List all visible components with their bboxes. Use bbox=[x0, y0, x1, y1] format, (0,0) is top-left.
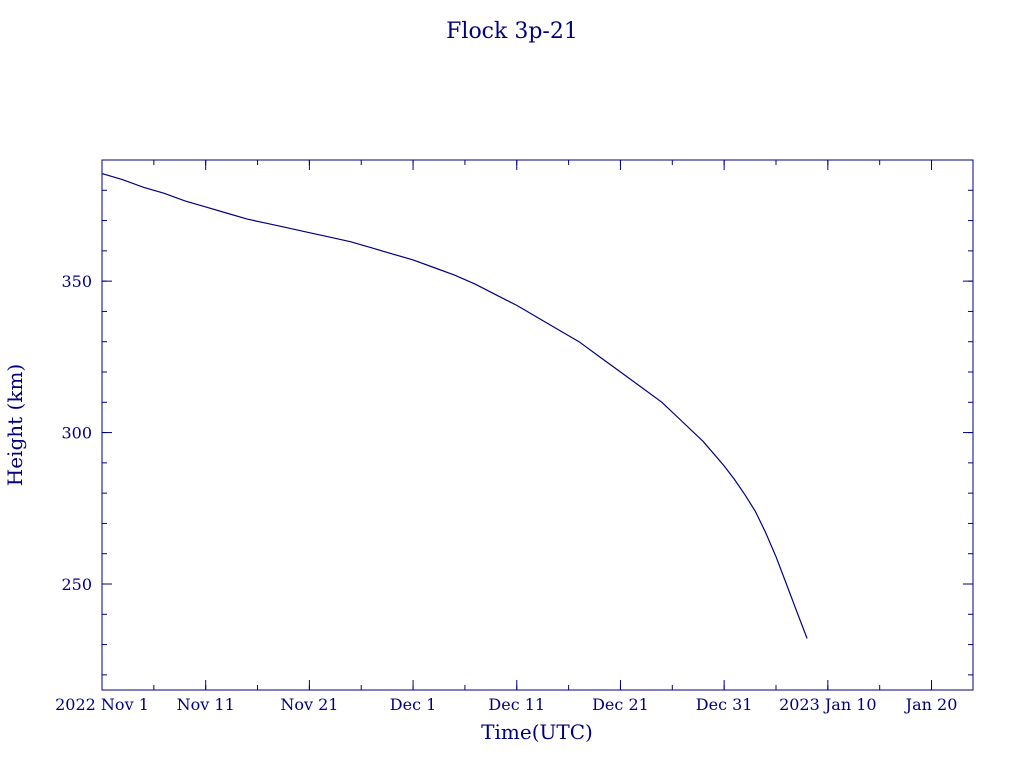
x-tick-label: 2023 Jan 10 bbox=[779, 695, 877, 714]
x-tick-label: Dec 1 bbox=[390, 695, 437, 714]
x-tick-label: Dec 11 bbox=[488, 695, 545, 714]
y-minor-ticks bbox=[102, 159, 973, 676]
x-tick-label: Dec 21 bbox=[592, 695, 649, 714]
y-tick-label: 250 bbox=[61, 575, 92, 594]
y-axis-label: Height (km) bbox=[3, 364, 27, 486]
chart-title: Flock 3p-21 bbox=[446, 19, 578, 44]
y-tick-label: 350 bbox=[61, 272, 92, 291]
x-tick-label: Dec 31 bbox=[696, 695, 753, 714]
x-axis-ticks: 2022 Nov 1 Nov 11 Nov 21 Dec 1 Dec 11 Dec 21 D… bbox=[55, 160, 957, 714]
x-tick-label: Nov 11 bbox=[177, 695, 235, 714]
x-axis-label: Time(UTC) bbox=[481, 720, 593, 744]
x-tick-label: Jan 20 bbox=[904, 695, 958, 714]
y-tick-label: 300 bbox=[61, 424, 92, 443]
plot-frame bbox=[101, 159, 974, 691]
height-series-line bbox=[101, 173, 808, 639]
x-tick-label: Nov 21 bbox=[280, 695, 338, 714]
x-tick-label: 2022 Nov 1 bbox=[55, 695, 149, 714]
y-axis-ticks: 250 300 350 bbox=[61, 272, 973, 594]
x-minor-ticks bbox=[101, 160, 933, 690]
series-layer bbox=[101, 173, 808, 639]
